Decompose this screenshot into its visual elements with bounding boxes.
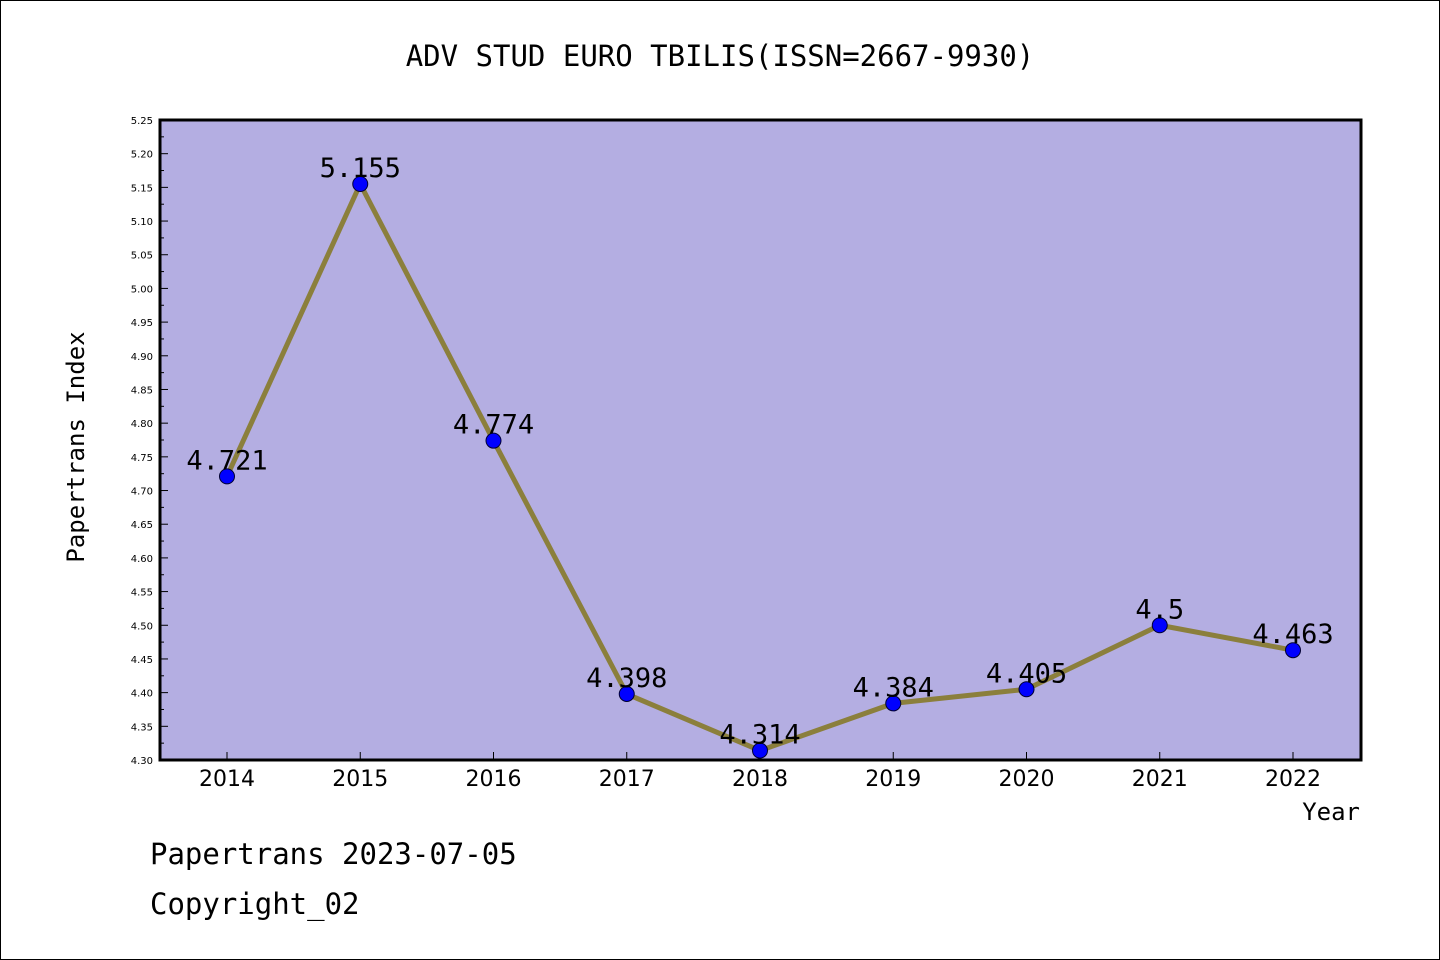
chart-title: ADV STUD EURO TBILIS(ISSN=2667-9930) (406, 39, 1035, 73)
y-tick-label: 4.40 (131, 689, 153, 700)
y-tick-label: 4.45 (131, 655, 153, 666)
data-points (219, 176, 1301, 759)
x-tick-label: 2018 (732, 767, 788, 792)
y-axis-label: Papertrans Index (62, 331, 90, 562)
x-tick-label: 2022 (1265, 767, 1321, 792)
data-label: 4.774 (453, 410, 534, 441)
plot-area (158, 118, 1363, 762)
y-tick-label: 5.05 (131, 251, 153, 262)
data-label: 4.463 (1252, 619, 1333, 650)
y-tick-label: 4.50 (131, 621, 153, 632)
data-label: 4.384 (853, 672, 934, 703)
data-point (1018, 681, 1035, 698)
y-tick-label: 5.20 (131, 150, 153, 161)
y-tick-label: 5.10 (131, 217, 153, 228)
x-tick-label: 2014 (199, 767, 255, 792)
data-point (618, 685, 635, 702)
y-tick-label: 4.90 (131, 352, 153, 363)
data-point (1285, 642, 1301, 659)
y-tick-label: 4.65 (131, 520, 153, 531)
data-point (752, 742, 768, 759)
y-tick-label: 4.95 (131, 318, 153, 329)
x-tick-label: 2015 (332, 767, 388, 792)
data-label: 5.155 (320, 153, 401, 184)
y-tick-label: 4.30 (131, 756, 153, 767)
x-axis: 2014 2015 2016 2017 2018 2019 2020 2021 2022 (199, 752, 1321, 792)
footer-copyright: Copyright_02 (150, 887, 360, 922)
data-label: 4.5 (1135, 594, 1184, 625)
y-tick-label: 4.75 (131, 453, 153, 464)
y-axis: 4.30 4.35 4.40 4.45 4.50 4.55 4.60 4.65 4.70 4.75… (131, 116, 168, 767)
x-tick-label: 2019 (865, 767, 921, 792)
x-tick-label: 2017 (599, 767, 655, 792)
y-tick-label: 5.00 (131, 284, 153, 295)
y-tick-label: 4.70 (131, 487, 153, 498)
y-tick-label: 5.25 (131, 116, 153, 127)
data-point (485, 432, 502, 449)
data-labels: 4.721 5.155 4.774 4.398 4.314 4.384 4.405 4.5 4.… (186, 153, 1333, 751)
x-tick-label: 2021 (1132, 767, 1188, 792)
x-tick-label: 2016 (466, 767, 522, 792)
y-tick-label: 4.35 (131, 722, 153, 733)
y-tick-label: 4.80 (131, 419, 153, 430)
data-label: 4.398 (586, 663, 667, 694)
y-tick-label: 4.60 (131, 554, 153, 565)
data-point (219, 468, 235, 485)
data-label: 4.721 (186, 445, 267, 476)
y-tick-label: 4.85 (131, 385, 153, 396)
x-axis-label: Year (1302, 798, 1360, 826)
data-point (352, 176, 369, 192)
footer-date: Papertrans 2023-07-05 (150, 837, 517, 871)
data-label: 4.314 (719, 720, 800, 751)
data-point (885, 695, 902, 712)
y-tick-label: 4.55 (131, 588, 153, 599)
x-tick-label: 2020 (999, 767, 1055, 792)
data-point (1151, 617, 1168, 634)
data-label: 4.405 (986, 658, 1067, 689)
y-tick-label: 5.15 (131, 183, 153, 194)
